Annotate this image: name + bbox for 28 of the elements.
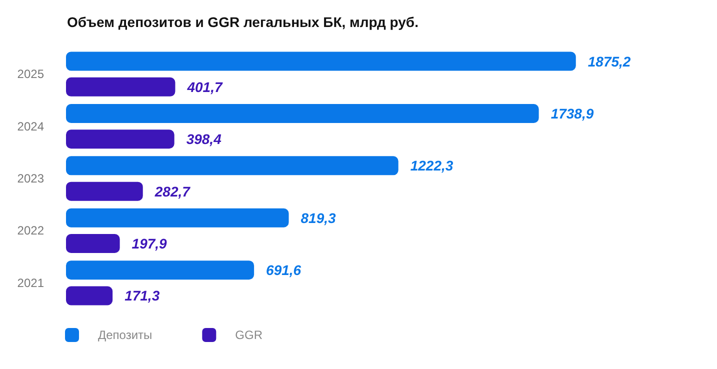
legend-label: Депозиты (98, 328, 152, 342)
bar (66, 156, 398, 176)
bar (66, 52, 576, 71)
data-label: 401,7 (186, 78, 224, 95)
bar (66, 234, 120, 254)
data-label: 1222,3 (410, 158, 454, 174)
data-label: 1738,9 (550, 105, 594, 122)
bar (66, 77, 176, 96)
legend-label: GGR (235, 328, 263, 342)
bar (66, 208, 289, 228)
bar (66, 104, 539, 123)
data-label: 398,4 (186, 131, 222, 148)
data-label: 282,7 (154, 183, 192, 200)
bar (66, 130, 174, 149)
data-label: 171,3 (124, 288, 160, 304)
chart-title: Объем депозитов и GGR легальных БК, млрд руб. (67, 14, 418, 30)
bar (66, 182, 143, 201)
y-tick-label: 2022 (17, 224, 44, 238)
data-label: 691,6 (266, 262, 302, 278)
y-tick-label: 2021 (17, 276, 44, 290)
data-label: 197,9 (132, 236, 168, 252)
data-label: 1875,2 (588, 53, 631, 70)
data-label: 819,3 (300, 210, 336, 226)
bar (66, 260, 254, 280)
y-tick-label: 2024 (17, 119, 44, 134)
y-tick-label: 2023 (17, 172, 44, 186)
bar (66, 286, 113, 306)
y-tick-label: 2025 (17, 67, 44, 82)
